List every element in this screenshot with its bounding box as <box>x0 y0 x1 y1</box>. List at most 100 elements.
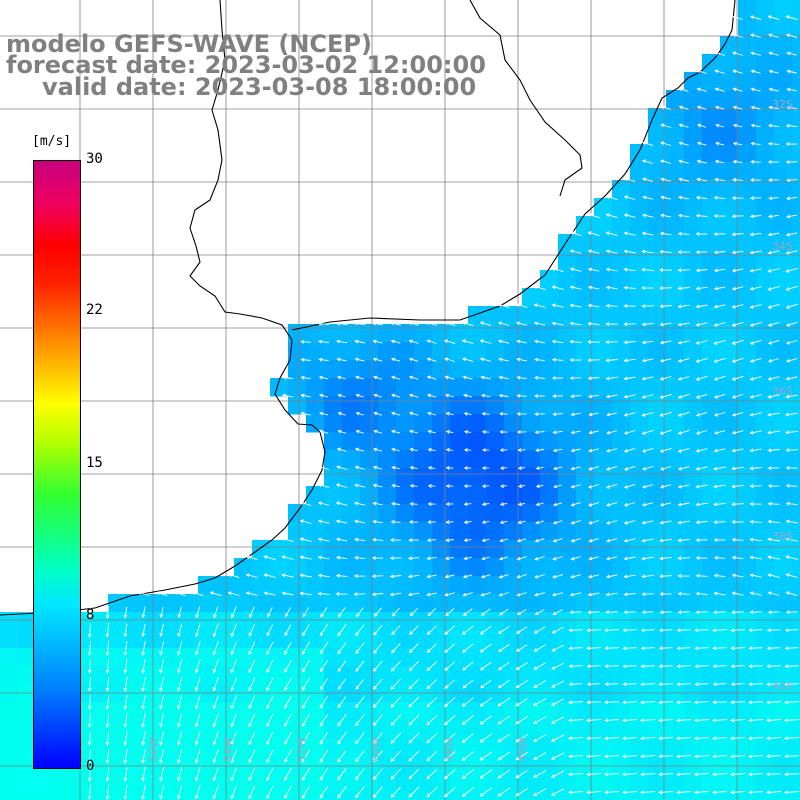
wind-speed-cell <box>612 522 631 541</box>
wind-arrow <box>695 430 708 435</box>
wind-speed-cell <box>162 648 181 667</box>
wind-speed-cell <box>450 450 469 469</box>
wind-speed-cell <box>666 126 685 145</box>
wind-speed-cell <box>468 468 487 487</box>
wind-arrow <box>516 430 527 434</box>
wind-speed-cell <box>774 576 793 595</box>
wind-arrow <box>622 772 638 777</box>
wind-speed-cell <box>216 720 235 739</box>
wind-speed-cell <box>756 486 775 505</box>
wind-arrow <box>300 501 312 506</box>
wind-speed-cell <box>288 612 307 631</box>
wind-arrow <box>391 483 400 488</box>
wind-speed-cell <box>702 702 721 721</box>
wind-speed-cell <box>594 216 613 235</box>
wind-speed-cell <box>522 360 541 379</box>
wind-speed-cell <box>90 720 109 739</box>
wind-speed-cell <box>756 720 775 739</box>
wind-speed-cell <box>72 792 91 800</box>
wind-speed-cell <box>378 612 397 631</box>
wind-arrow <box>785 537 798 542</box>
wind-speed-cell <box>630 558 649 577</box>
wind-speed-cell <box>720 792 739 800</box>
wind-arrow <box>730 664 745 669</box>
wind-speed-cell <box>702 54 721 73</box>
wind-arrow <box>604 664 619 669</box>
wind-arrow <box>622 718 638 723</box>
wind-speed-cell <box>684 180 703 199</box>
wind-speed-cell <box>396 324 415 343</box>
wind-arrow <box>266 677 274 692</box>
wind-speed-cell <box>702 792 721 800</box>
wind-speed-cell <box>594 612 613 631</box>
wind-speed-cell <box>414 540 433 559</box>
wind-speed-cell <box>756 360 775 379</box>
wind-speed-cell <box>162 702 181 721</box>
wind-arrow <box>373 678 383 690</box>
wind-speed-cell <box>450 522 469 541</box>
wind-speed-cell <box>468 306 487 325</box>
wind-speed-cell <box>468 504 487 523</box>
wind-speed-cell <box>792 180 800 199</box>
wind-arrow <box>408 411 419 416</box>
wind-speed-cell <box>756 666 775 685</box>
wind-arrow <box>212 713 219 728</box>
wind-arrow <box>624 483 636 489</box>
wind-arrow <box>141 785 146 800</box>
wind-speed-cell <box>252 576 271 595</box>
wind-speed-cell <box>594 738 613 757</box>
wind-speed-cell <box>540 324 559 343</box>
wind-arrow <box>749 268 762 273</box>
wind-speed-cell <box>108 648 127 667</box>
wind-speed-cell <box>90 648 109 667</box>
wind-arrow <box>641 466 654 471</box>
wind-arrow <box>336 465 348 470</box>
wind-arrow <box>320 606 328 618</box>
wind-arrow <box>355 375 365 380</box>
wind-speed-cell <box>216 774 235 793</box>
wind-speed-cell <box>522 504 541 523</box>
wind-arrow <box>749 610 762 615</box>
wind-speed-cell <box>234 612 253 631</box>
wind-speed-cell <box>18 756 37 775</box>
wind-speed-cell <box>792 360 800 379</box>
wind-arrow <box>641 447 654 453</box>
wind-speed-cell <box>594 360 613 379</box>
wind-arrow <box>123 767 128 782</box>
wind-arrow <box>676 682 691 687</box>
wind-speed-cell <box>252 756 271 775</box>
wind-arrow <box>749 339 762 345</box>
wind-arrow <box>749 286 762 291</box>
wind-speed-cell <box>648 288 667 307</box>
wind-arrow <box>533 734 547 742</box>
wind-arrow <box>105 694 110 710</box>
wind-arrow <box>588 538 599 543</box>
wind-arrow <box>552 430 563 435</box>
wind-speed-cell <box>684 558 703 577</box>
wind-speed-cell <box>792 558 800 577</box>
wind-speed-cell <box>180 612 199 631</box>
wind-speed-cell <box>324 558 343 577</box>
wind-arrow <box>749 430 762 435</box>
wind-arrow <box>713 520 726 525</box>
wind-speed-cell <box>342 540 361 559</box>
wind-arrow <box>371 574 384 579</box>
wind-arrow <box>373 607 382 617</box>
wind-speed-cell <box>324 594 343 613</box>
wind-speed-cell <box>738 504 757 523</box>
wind-arrow <box>408 732 420 744</box>
wind-speed-cell <box>576 414 595 433</box>
wind-arrow <box>480 679 492 689</box>
wind-speed-cell <box>702 72 721 91</box>
wind-arrow <box>317 519 330 524</box>
wind-speed-cell <box>756 288 775 307</box>
lon-label: 50W <box>370 737 383 762</box>
wind-arrow <box>641 574 654 579</box>
wind-speed-cell <box>486 378 505 397</box>
wind-speed-cell <box>684 414 703 433</box>
wind-arrow <box>480 592 491 597</box>
wind-arrow <box>462 357 474 362</box>
colorbar <box>33 160 81 769</box>
wind-arrow <box>768 214 780 219</box>
wind-speed-cell <box>234 702 253 721</box>
